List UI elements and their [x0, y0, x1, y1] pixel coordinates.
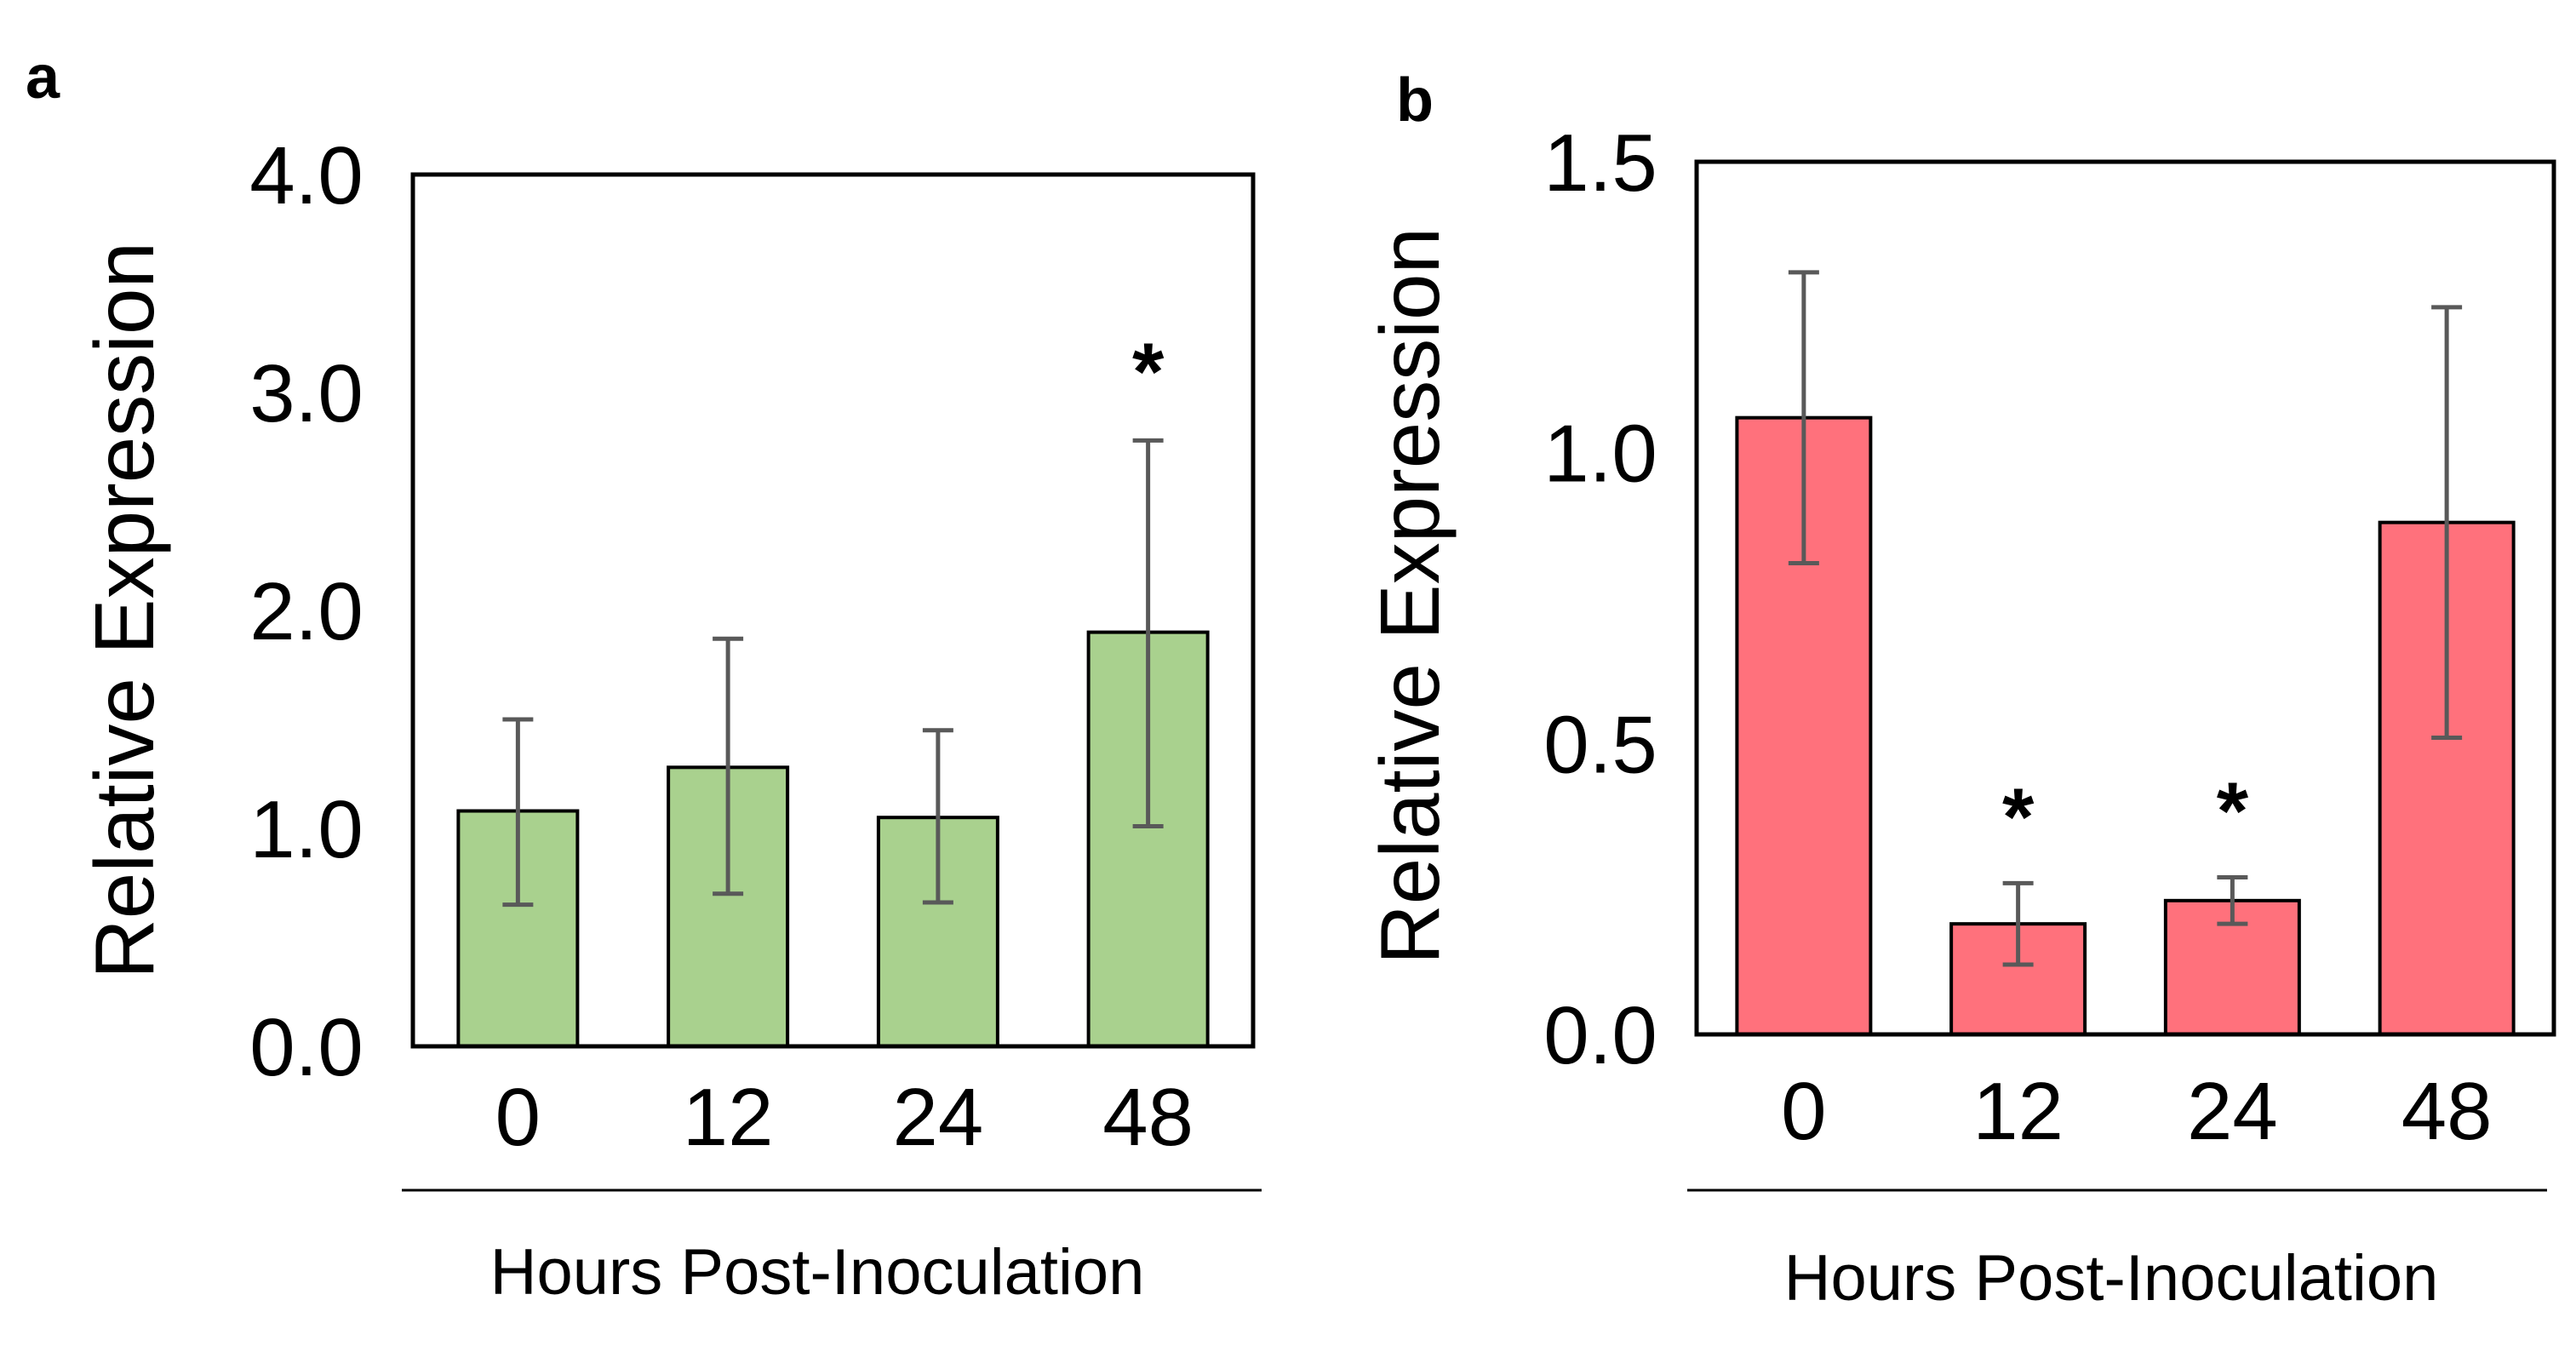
significance-marker: *	[2002, 771, 2035, 862]
panel-letter: a	[26, 43, 60, 112]
x-axis-title: Hours Post-Inoculation	[1784, 1242, 2439, 1314]
error-bar	[502, 717, 534, 908]
y-tick-label: 1.0	[249, 784, 363, 875]
x-tick-label: 48	[1102, 1072, 1194, 1163]
y-tick-label: 4.0	[249, 130, 363, 221]
x-tick-label: 12	[683, 1072, 774, 1163]
error-bar	[1788, 270, 1819, 565]
plot-frame	[1694, 159, 2556, 1037]
error-bar	[922, 728, 953, 905]
y-tick-label: 1.0	[1543, 409, 1657, 500]
significance-marker: *	[2217, 766, 2249, 857]
x-tick-label: 24	[892, 1072, 983, 1163]
x-tick-label: 24	[2187, 1066, 2278, 1157]
error-bar	[2002, 880, 2034, 967]
y-tick-label: 1.5	[1543, 117, 1657, 209]
error-bar	[2431, 305, 2463, 740]
y-tick-label: 0.5	[1543, 699, 1657, 790]
x-tick-label: 12	[1972, 1066, 2064, 1157]
significance-marker: *	[1132, 326, 1165, 417]
plot-frame	[410, 172, 1256, 1049]
x-tick-label: 48	[2401, 1066, 2493, 1157]
y-tick-label: 3.0	[249, 348, 363, 439]
y-tick-label: 0.0	[249, 1002, 363, 1093]
y-axis-title: Relative Expression	[1363, 227, 1457, 965]
bar	[1086, 630, 1210, 1048]
error-bar	[1132, 438, 1164, 828]
x-tick-label: 0	[1781, 1066, 1826, 1157]
error-bar	[713, 636, 744, 896]
y-tick-label: 2.0	[249, 566, 363, 657]
y-tick-label: 0.0	[1543, 990, 1657, 1081]
x-tick-label: 0	[495, 1072, 541, 1163]
panel-letter: b	[1396, 66, 1434, 135]
panel-a: a * 0.0 1.0 2.0 3.0 4.0 Relative Expression 0 12 2…	[26, 43, 1262, 1309]
x-axis-title: Hours Post-Inoculation	[490, 1236, 1145, 1309]
panel-b: b * * 0.0 0.5 1.0 1.5 Relative Expression 0 12 24 4…	[1363, 66, 2556, 1314]
error-bar	[2217, 875, 2248, 926]
y-axis-title: Relative Expression	[77, 242, 171, 979]
